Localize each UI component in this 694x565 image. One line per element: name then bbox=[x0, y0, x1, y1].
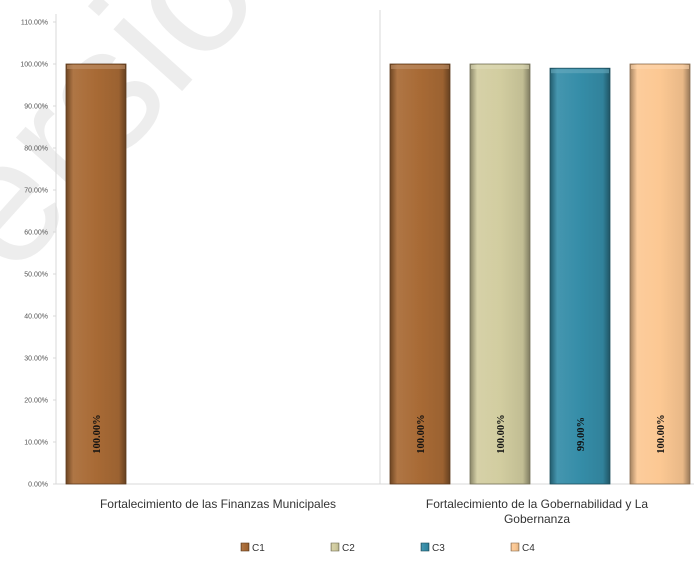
data-label-c3-cat2: 99.00% bbox=[576, 417, 587, 451]
x-category-label: Gobernanza bbox=[504, 512, 570, 526]
axes: 0.00% 10.00% 20.00% 30.00% 40.00% 50.00% 60.00… bbox=[20, 10, 694, 526]
y-tick-label: 30.00% bbox=[24, 356, 48, 363]
bar-bevel-c1-cat1 bbox=[67, 65, 125, 69]
y-tick-label: 90.00% bbox=[24, 104, 48, 111]
bar-bevel-c4-cat2 bbox=[631, 65, 689, 69]
watermark: Versión bbox=[0, 0, 359, 385]
data-label-c4-cat2: 100.00% bbox=[656, 414, 667, 453]
bar-bevel-c3-cat2 bbox=[551, 69, 609, 74]
bar-bevel-c1-cat2 bbox=[391, 65, 449, 69]
bar-c4-cat2[interactable] bbox=[629, 63, 691, 485]
y-tick-label: 100.00% bbox=[20, 62, 48, 69]
data-labels: 100.00% 100.00% 100.00% 99.00% 100.00% bbox=[92, 414, 667, 453]
legend-swatch-c1 bbox=[240, 542, 250, 552]
y-tick-label: 20.00% bbox=[24, 398, 48, 405]
legend-swatch-c3 bbox=[420, 542, 430, 552]
x-category-label: Fortalecimiento de la Gobernabilidad y L… bbox=[426, 497, 648, 511]
bar-c2-cat2[interactable] bbox=[469, 63, 531, 485]
bars bbox=[65, 63, 691, 485]
legend: C1 C2 C3 C4 bbox=[240, 542, 535, 554]
y-tick-label: 50.00% bbox=[24, 272, 48, 279]
bar-bevel-c2-cat2 bbox=[471, 65, 529, 69]
legend-label-c4: C4 bbox=[522, 543, 535, 554]
data-label-c2-cat2: 100.00% bbox=[496, 414, 507, 453]
legend-swatch-c2 bbox=[330, 542, 340, 552]
y-tick-label: 0.00% bbox=[28, 482, 48, 489]
y-tick-label: 60.00% bbox=[24, 230, 48, 237]
data-label-c1-cat1: 100.00% bbox=[92, 414, 103, 453]
legend-label-c3: C3 bbox=[432, 543, 445, 554]
y-tick-label: 110.00% bbox=[21, 20, 48, 27]
legend-label-c1: C1 bbox=[252, 543, 265, 554]
y-tick-label: 40.00% bbox=[24, 314, 48, 321]
watermark-text: Versión bbox=[0, 0, 359, 385]
legend-label-c2: C2 bbox=[342, 543, 355, 554]
y-tick-label: 80.00% bbox=[24, 146, 48, 153]
bar-c3-cat2[interactable] bbox=[549, 67, 611, 485]
bar-c1-cat2[interactable] bbox=[389, 63, 451, 485]
bar-c1-cat1[interactable] bbox=[65, 63, 127, 485]
x-category-label: Fortalecimiento de las Finanzas Municipa… bbox=[100, 497, 336, 511]
legend-swatch-c4 bbox=[510, 542, 520, 552]
y-tick-label: 10.00% bbox=[24, 440, 48, 447]
data-label-c1-cat2: 100.00% bbox=[416, 414, 427, 453]
y-tick-label: 70.00% bbox=[24, 188, 48, 195]
